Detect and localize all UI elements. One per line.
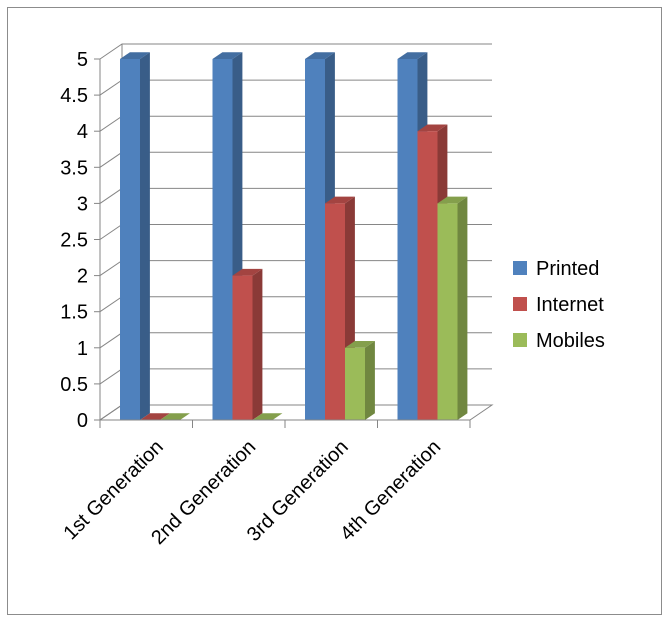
bar-mobiles bbox=[437, 196, 468, 420]
y-tick-label: 1 bbox=[77, 338, 88, 360]
y-tick-label: 2.5 bbox=[60, 230, 88, 252]
legend-swatch-internet bbox=[513, 297, 527, 311]
bar-internet bbox=[232, 268, 263, 420]
y-tick-label: 0 bbox=[77, 410, 88, 432]
legend-label-mobiles: Mobiles bbox=[536, 330, 605, 352]
x-tick-label: 4th Generation bbox=[336, 436, 445, 545]
gridline bbox=[99, 79, 492, 96]
bar-mobiles bbox=[345, 341, 375, 420]
bar-mobiles bbox=[160, 413, 190, 420]
legend-label-internet: Internet bbox=[536, 294, 604, 316]
y-tick-label: 4.5 bbox=[60, 85, 88, 107]
y-tick-label: 4 bbox=[77, 121, 88, 143]
y-tick-label: 3.5 bbox=[60, 157, 88, 179]
bar-internet bbox=[140, 413, 170, 420]
bar-mobiles bbox=[252, 413, 283, 420]
y-tick-label: 5 bbox=[77, 49, 88, 71]
y-tick-label: 2 bbox=[77, 266, 88, 288]
gridline bbox=[99, 43, 492, 60]
bar-printed bbox=[120, 52, 150, 420]
bars bbox=[120, 52, 468, 420]
y-tick-label: 0.5 bbox=[60, 374, 88, 396]
y-tick-label: 3 bbox=[77, 193, 88, 215]
legend-swatch-mobiles bbox=[513, 333, 527, 347]
legend: Printed Internet Mobiles bbox=[513, 258, 605, 352]
legend-swatch-printed bbox=[513, 261, 527, 275]
legend-label-printed: Printed bbox=[536, 258, 599, 280]
y-axis: 0 0.5 1 1.5 2 2.5 3 3.5 4 4.5 5 bbox=[60, 49, 101, 432]
y-tick-label: 1.5 bbox=[60, 302, 88, 324]
